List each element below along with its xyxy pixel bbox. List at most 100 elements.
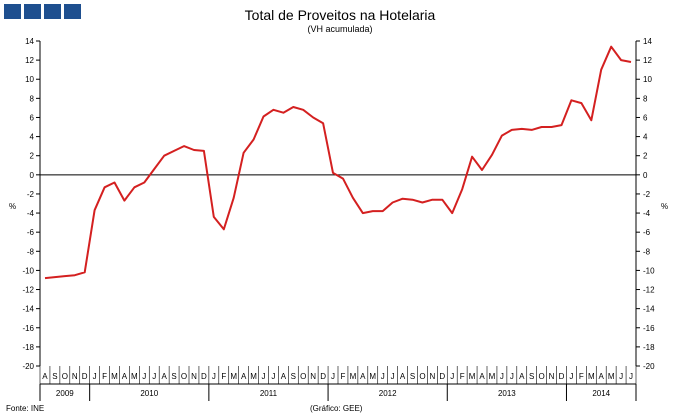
data-point: [630, 61, 632, 63]
data-point: [44, 277, 46, 279]
y-tick-label-left: -2: [27, 190, 35, 199]
data-point: [551, 126, 553, 128]
month-label: A: [360, 372, 366, 381]
month-label: J: [212, 372, 216, 381]
month-label: J: [629, 372, 633, 381]
data-point: [441, 199, 443, 201]
data-point: [263, 116, 265, 118]
month-label: O: [539, 372, 545, 381]
data-point: [521, 128, 523, 130]
data-point: [412, 199, 414, 201]
month-label: A: [281, 372, 287, 381]
data-point: [580, 102, 582, 104]
series-line: [44, 45, 632, 280]
y-tick-label-right: 14: [643, 37, 652, 46]
month-label: A: [479, 372, 485, 381]
data-point: [133, 186, 135, 188]
month-label: F: [102, 372, 107, 381]
data-point: [253, 138, 255, 140]
month-label: J: [331, 372, 335, 381]
data-point: [471, 156, 473, 158]
month-label: J: [262, 372, 266, 381]
month-label: F: [460, 372, 465, 381]
data-point: [84, 271, 86, 273]
credit-note: (Gráfico: GEE): [310, 404, 363, 413]
y-tick-label-left: 0: [30, 171, 35, 180]
data-point: [481, 169, 483, 171]
data-point: [431, 199, 433, 201]
month-label: J: [569, 372, 573, 381]
y-tick-label-right: -16: [643, 324, 655, 333]
source-note: Fonte: INE: [6, 404, 45, 413]
month-label: O: [419, 372, 425, 381]
month-label: J: [271, 372, 275, 381]
y-tick-label-left: 12: [25, 56, 34, 65]
data-point: [501, 135, 503, 137]
logo-block: [24, 4, 41, 19]
year-label: 2012: [379, 389, 397, 398]
y-axis-label-left: %: [9, 202, 16, 211]
y-tick-label-right: 10: [643, 75, 652, 84]
logo-block: [64, 4, 81, 19]
y-tick-label-right: -2: [643, 190, 651, 199]
month-label: S: [529, 372, 534, 381]
data-point: [233, 197, 235, 199]
month-label: M: [489, 372, 496, 381]
data-point: [183, 145, 185, 147]
year-label: 2013: [498, 389, 516, 398]
data-point: [123, 200, 125, 202]
year-label: 2009: [56, 389, 74, 398]
month-label: F: [579, 372, 584, 381]
month-label: F: [221, 372, 226, 381]
data-point: [511, 129, 513, 131]
month-label: J: [619, 372, 623, 381]
y-tick-label-right: -4: [643, 209, 651, 218]
month-label: D: [559, 372, 565, 381]
month-label: A: [241, 372, 247, 381]
data-point: [491, 154, 493, 156]
year-label: 2010: [140, 389, 158, 398]
data-point: [352, 197, 354, 199]
month-label: M: [608, 372, 615, 381]
month-label: M: [369, 372, 376, 381]
y-tick-label-left: -6: [27, 228, 35, 237]
data-point: [382, 210, 384, 212]
month-label: S: [171, 372, 176, 381]
month-label: M: [350, 372, 357, 381]
y-tick-label-left: 6: [30, 113, 35, 122]
data-point: [312, 116, 314, 118]
data-point: [223, 228, 225, 230]
month-label: A: [161, 372, 167, 381]
month-label: O: [62, 372, 68, 381]
month-label: M: [131, 372, 138, 381]
month-label: M: [250, 372, 257, 381]
data-point: [372, 210, 374, 212]
data-point: [600, 69, 602, 71]
y-tick-label-right: 8: [643, 94, 648, 103]
month-label: J: [510, 372, 514, 381]
month-label: J: [500, 372, 504, 381]
month-label: J: [391, 372, 395, 381]
data-point: [272, 109, 274, 111]
data-point: [282, 112, 284, 114]
y-tick-label-right: 12: [643, 56, 652, 65]
y-tick-label-left: -18: [22, 343, 34, 352]
month-label: A: [122, 372, 128, 381]
month-label: N: [429, 372, 435, 381]
month-label: O: [300, 372, 306, 381]
data-point: [421, 202, 423, 204]
y-tick-label-left: -4: [27, 209, 35, 218]
month-label: J: [152, 372, 156, 381]
data-point: [213, 216, 215, 218]
y-tick-label-right: -8: [643, 247, 651, 256]
y-tick-label-right: -12: [643, 286, 655, 295]
data-point: [104, 186, 106, 188]
ine-logo: [4, 4, 81, 19]
y-tick-label-right: 2: [643, 152, 648, 161]
month-label: N: [191, 372, 197, 381]
month-label: J: [450, 372, 454, 381]
y-tick-label-left: -12: [22, 286, 34, 295]
month-label: D: [201, 372, 207, 381]
y-tick-label-left: 2: [30, 152, 35, 161]
